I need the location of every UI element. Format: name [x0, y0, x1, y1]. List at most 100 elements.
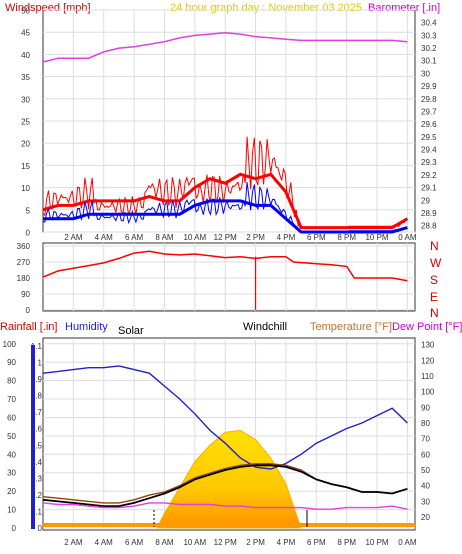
series-line-wind-direction: [42, 250, 408, 282]
panel3-time-tick-label: 8 PM: [337, 538, 356, 547]
rainfall-tick-label: 1: [38, 359, 43, 368]
windspeed-tick-label: 40: [21, 51, 30, 60]
panel1-time-tick-label: 8 PM: [337, 233, 356, 242]
barometer-tick-label: 29.4: [421, 146, 437, 155]
barometer-tick-label: 30.2: [421, 44, 437, 53]
humidity-tick-label: 100: [3, 340, 17, 349]
panel3-time-tick-label: 10 AM: [183, 538, 206, 547]
windspeed-tick-label: 25: [21, 118, 30, 127]
rainfall-tick-label: 0.6: [31, 425, 43, 434]
temperature-tick-label: 40: [421, 482, 430, 491]
windspeed-tick-label: 5: [26, 206, 31, 215]
barometer-tick-labels: 28.8 28.9 29 29.1 29.2 29.3 29.4 29.5 29.6 29.7 29…: [421, 19, 437, 231]
barometer-tick-label: 29.7: [421, 107, 437, 116]
panel1-time-tick-labels: 2 AM 4 AM 6 AM 8 AM 10 AM 12 PM 2 PM 4 PM 6 PM 8 …: [64, 233, 417, 242]
compass-label: W: [430, 256, 442, 270]
direction-degree-label: 90: [21, 290, 30, 299]
temperature-tick-label: 130: [421, 341, 435, 350]
panel1-time-tick-label: 2 AM: [64, 233, 83, 242]
rainfall-tick-label: 0.8: [31, 392, 43, 401]
panel3-time-tick-label: 2 PM: [246, 538, 265, 547]
direction-degree-label: 180: [17, 274, 31, 283]
windspeed-tick-label: 20: [21, 140, 30, 149]
windspeed-axis-label: Windspeed [mph]: [5, 2, 91, 14]
series-line-windchill: [42, 464, 408, 508]
rainfall-tick-label: 0.4: [31, 458, 43, 467]
windspeed-tick-label: 45: [21, 29, 30, 38]
panel1-time-tick-label: 4 AM: [95, 233, 114, 242]
rainfall-scale-bar: [31, 345, 35, 529]
temperature-tick-label: 30: [421, 497, 430, 506]
series-line-dew-point-f-: [42, 502, 408, 510]
barometer-tick-label: 29.1: [421, 184, 437, 193]
direction-degree-label: 270: [17, 258, 31, 267]
rainfall-axis-label: Rainfall [.in]: [0, 321, 57, 333]
panel3-time-tick-label: 10 PM: [365, 538, 388, 547]
rainfall-tick-label: 0.3: [31, 474, 43, 483]
humidity-tick-label: 30: [7, 469, 16, 478]
windspeed-tick-labels: 0 5 10 15 20 25 30 35 40 45 50: [21, 7, 30, 238]
series-line-barometer-in-: [42, 32, 408, 63]
windspeed-tick-label: 50: [21, 7, 30, 16]
compass-label: S: [430, 273, 438, 287]
rainfall-tick-label: 0.7: [31, 408, 43, 417]
rainfall-tick-label: 0.1: [31, 507, 43, 516]
rainfall-tick-labels: 0 0.1 0.2 0.3 0.4 0.5 0.6 0.7 0.8 0.9 1 1.1: [31, 342, 43, 533]
temperature-tick-label: 50: [421, 466, 430, 475]
chart-title: 24 hour graph day : November 03 2025: [170, 2, 362, 14]
compass-label: N: [430, 306, 439, 320]
panel1-time-tick-label: 10 PM: [365, 233, 388, 242]
temperature-tick-label: 120: [421, 356, 435, 365]
direction-degree-labels: 0 90 180 270 360: [17, 242, 31, 315]
panel3-time-tick-label: 6 AM: [125, 538, 144, 547]
panel3-time-tick-label: 8 AM: [155, 538, 174, 547]
compass-label: E: [430, 290, 438, 304]
barometer-tick-label: 29.2: [421, 171, 437, 180]
humidity-tick-label: 50: [7, 432, 16, 441]
barometer-tick-label: 30: [421, 69, 430, 78]
humidity-label: Humidity: [65, 321, 108, 333]
panel1-series: [42, 32, 409, 234]
rainfall-tick-label: 0.5: [31, 441, 43, 450]
panel1-time-tick-label: 0 AM: [398, 233, 417, 242]
panel1-time-tick-label: 12 PM: [214, 233, 237, 242]
compass-label: N: [430, 239, 439, 253]
barometer-axis-label: Barometer [.in]: [368, 2, 440, 14]
panel1-time-tick-label: 6 AM: [125, 233, 144, 242]
panel1-time-tick-label: 10 AM: [183, 233, 206, 242]
barometer-tick-label: 30.4: [421, 19, 437, 28]
barometer-tick-label: 29: [421, 196, 430, 205]
barometer-tick-label: 30.3: [421, 31, 437, 40]
temperature-label: Temperature [°F]: [310, 321, 392, 333]
humidity-tick-label: 20: [7, 487, 16, 496]
panel3-frame: [42, 337, 416, 531]
panel1-time-tick-label: 8 AM: [155, 233, 174, 242]
humidity-tick-label: 40: [7, 450, 16, 459]
series-noise-windspeed: [42, 136, 406, 229]
series-line-windspeed: [42, 172, 409, 230]
temperature-tick-label: 80: [421, 419, 430, 428]
solar-label: Solar: [118, 325, 144, 337]
direction-degree-label: 0: [26, 306, 31, 315]
panel3-time-tick-label: 12 PM: [214, 538, 237, 547]
humidity-tick-label: 60: [7, 413, 16, 422]
series-noise-average-windspeed: [42, 182, 406, 233]
panel3-series: [42, 365, 408, 510]
windspeed-tick-label: 30: [21, 95, 30, 104]
barometer-tick-label: 29.3: [421, 158, 437, 167]
wind-barometer-panel: Windspeed [mph] 24 hour graph day : Nove…: [5, 2, 440, 242]
barometer-tick-label: 29.6: [421, 120, 437, 129]
barometer-tick-label: 29.8: [421, 95, 437, 104]
temperature-humidity-panel: Rainfall [.in] Humidity Solar Windchill …: [0, 321, 462, 547]
rainfall-tick-label: 0: [38, 524, 43, 533]
temperature-tick-label: 100: [421, 388, 435, 397]
windspeed-tick-label: 10: [21, 184, 30, 193]
panel3-time-tick-label: 6 PM: [307, 538, 326, 547]
solar-area: [156, 429, 302, 529]
panel3-time-tick-label: 4 PM: [277, 538, 296, 547]
panel3-time-tick-label: 2 AM: [64, 538, 83, 547]
temperature-tick-label: 60: [421, 450, 430, 459]
panel3-time-tick-label: 0 AM: [398, 538, 417, 547]
